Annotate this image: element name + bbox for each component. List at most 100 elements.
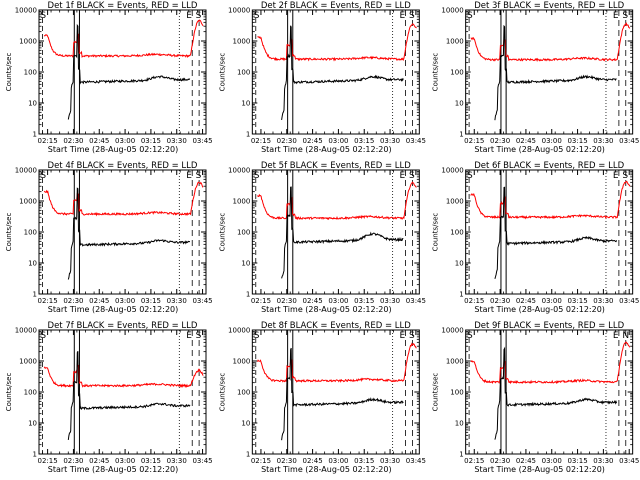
x-tick-label: 02:45 (89, 137, 109, 145)
y-tick-label: 1 (246, 291, 250, 299)
x-tick-label: 02:15 (38, 457, 58, 465)
y-axis-label: Counts/sec (218, 53, 226, 92)
flag-label: S (254, 171, 260, 181)
x-tick-label: 02:15 (38, 137, 58, 145)
y-tick-label: 10000 (15, 327, 37, 335)
events-series-line (494, 346, 618, 440)
x-tick-label: 02:45 (89, 457, 109, 465)
x-tick-label: 03:00 (542, 457, 562, 465)
plot-frame (465, 9, 634, 135)
x-tick-label: 02:45 (516, 457, 536, 465)
x-axis-label: Start Time (28-Aug-05 02:12:20) (48, 305, 179, 314)
x-tick-label: 03:15 (567, 137, 587, 145)
x-tick-label: 03:15 (141, 297, 161, 305)
x-tick-label: 03:30 (593, 457, 613, 465)
x-tick-label: 02:30 (490, 137, 510, 145)
flag-label: S (40, 171, 46, 181)
plot-frame (251, 9, 420, 135)
y-tick-label: 1000 (233, 358, 251, 366)
lld-series-line (257, 181, 417, 221)
panel-title: Det 7f BLACK = Events, RED = LLD (48, 321, 198, 331)
x-axis-label: Start Time (28-Aug-05 02:12:20) (261, 305, 392, 314)
y-tick-label: 10 (241, 420, 250, 428)
y-tick-label: 100 (237, 69, 250, 77)
x-tick-label: 02:45 (302, 457, 322, 465)
y-tick-label: 10000 (228, 327, 250, 335)
y-tick-label: 1000 (19, 38, 37, 46)
flag-label: S (196, 11, 202, 21)
flag-label: S (254, 11, 260, 21)
y-axis-label: Counts/sec (432, 53, 440, 92)
x-tick-label: 02:30 (277, 457, 297, 465)
events-series-line (67, 23, 191, 120)
x-tick-label: 03:45 (619, 297, 639, 305)
x-tick-label: 03:00 (328, 137, 348, 145)
panel-title: Det 4f BLACK = Events, RED = LLD (48, 161, 198, 171)
x-tick-label: 02:30 (63, 457, 83, 465)
x-tick-label: 03:00 (115, 297, 135, 305)
panel-title: Det 5f BLACK = Events, RED = LLD (261, 161, 411, 171)
panel-title: Det 1f BLACK = Events, RED = LLD (48, 1, 198, 11)
y-tick-label: 10000 (15, 7, 37, 15)
plot-frame (251, 169, 420, 295)
y-axis-label: Counts/sec (218, 213, 226, 252)
flag-label: S (622, 171, 628, 181)
flag-label: S (254, 331, 260, 341)
lld-series-line (43, 363, 204, 388)
y-tick-label: 1 (459, 291, 463, 299)
y-tick-label: 10000 (441, 7, 463, 15)
x-tick-label: 02:15 (251, 137, 271, 145)
x-tick-label: 02:15 (38, 297, 58, 305)
x-tick-label: 03:15 (567, 297, 587, 305)
x-tick-label: 02:15 (464, 297, 484, 305)
x-tick-label: 02:45 (89, 297, 109, 305)
y-tick-label: 10 (241, 260, 250, 268)
panel-6: Det 6f BLACK = Events, RED = LLD 1 10 100 10… (432, 161, 640, 314)
y-tick-label: 10 (455, 260, 464, 268)
y-tick-label: 1000 (446, 198, 464, 206)
x-tick-label: 02:15 (251, 457, 271, 465)
x-axis-label: Start Time (28-Aug-05 02:12:20) (474, 305, 605, 314)
panel-1: Det 1f BLACK = Events, RED = LLD 1 10 100 10… (5, 1, 213, 154)
lld-series-line (43, 181, 204, 217)
y-tick-label: 1 (33, 131, 37, 139)
flag-label: S (40, 331, 46, 341)
y-tick-label: 10 (241, 100, 250, 108)
flag-label: E (400, 171, 406, 181)
x-tick-label: 03:30 (167, 457, 187, 465)
y-tick-label: 1 (33, 451, 37, 459)
y-tick-label: 1000 (19, 198, 37, 206)
y-tick-label: 1 (33, 291, 37, 299)
y-tick-label: 1 (246, 131, 250, 139)
x-tick-label: 03:15 (141, 457, 161, 465)
panel-4: Det 4f BLACK = Events, RED = LLD 1 10 100 10… (5, 161, 213, 314)
x-axis-label: Start Time (28-Aug-05 02:12:20) (261, 145, 392, 154)
y-tick-label: 1 (459, 451, 463, 459)
y-tick-label: 10000 (228, 7, 250, 15)
plot-frame (465, 169, 634, 295)
flag-label: S (409, 331, 415, 341)
y-tick-label: 1000 (446, 38, 464, 46)
x-tick-label: 03:30 (380, 297, 400, 305)
flag-label: S (467, 331, 473, 341)
panel-title: Det 2f BLACK = Events, RED = LLD (261, 1, 411, 11)
x-axis-label: Start Time (28-Aug-05 02:12:20) (474, 145, 605, 154)
x-tick-label: 03:30 (167, 297, 187, 305)
x-tick-label: 02:30 (277, 297, 297, 305)
y-tick-label: 100 (450, 389, 463, 397)
events-series-line (281, 25, 404, 120)
x-tick-label: 02:30 (490, 297, 510, 305)
y-tick-label: 10000 (228, 167, 250, 175)
y-tick-label: 100 (237, 389, 250, 397)
y-tick-label: 1000 (19, 358, 37, 366)
panel-title: Det 8f BLACK = Events, RED = LLD (261, 321, 411, 331)
events-series-line (494, 24, 617, 121)
x-tick-label: 03:45 (406, 457, 426, 465)
lld-series-line (43, 19, 204, 59)
x-tick-label: 02:45 (302, 297, 322, 305)
events-series-line (281, 347, 404, 441)
y-tick-label: 100 (237, 229, 250, 237)
y-tick-label: 10000 (441, 327, 463, 335)
lld-series-line (470, 22, 631, 63)
